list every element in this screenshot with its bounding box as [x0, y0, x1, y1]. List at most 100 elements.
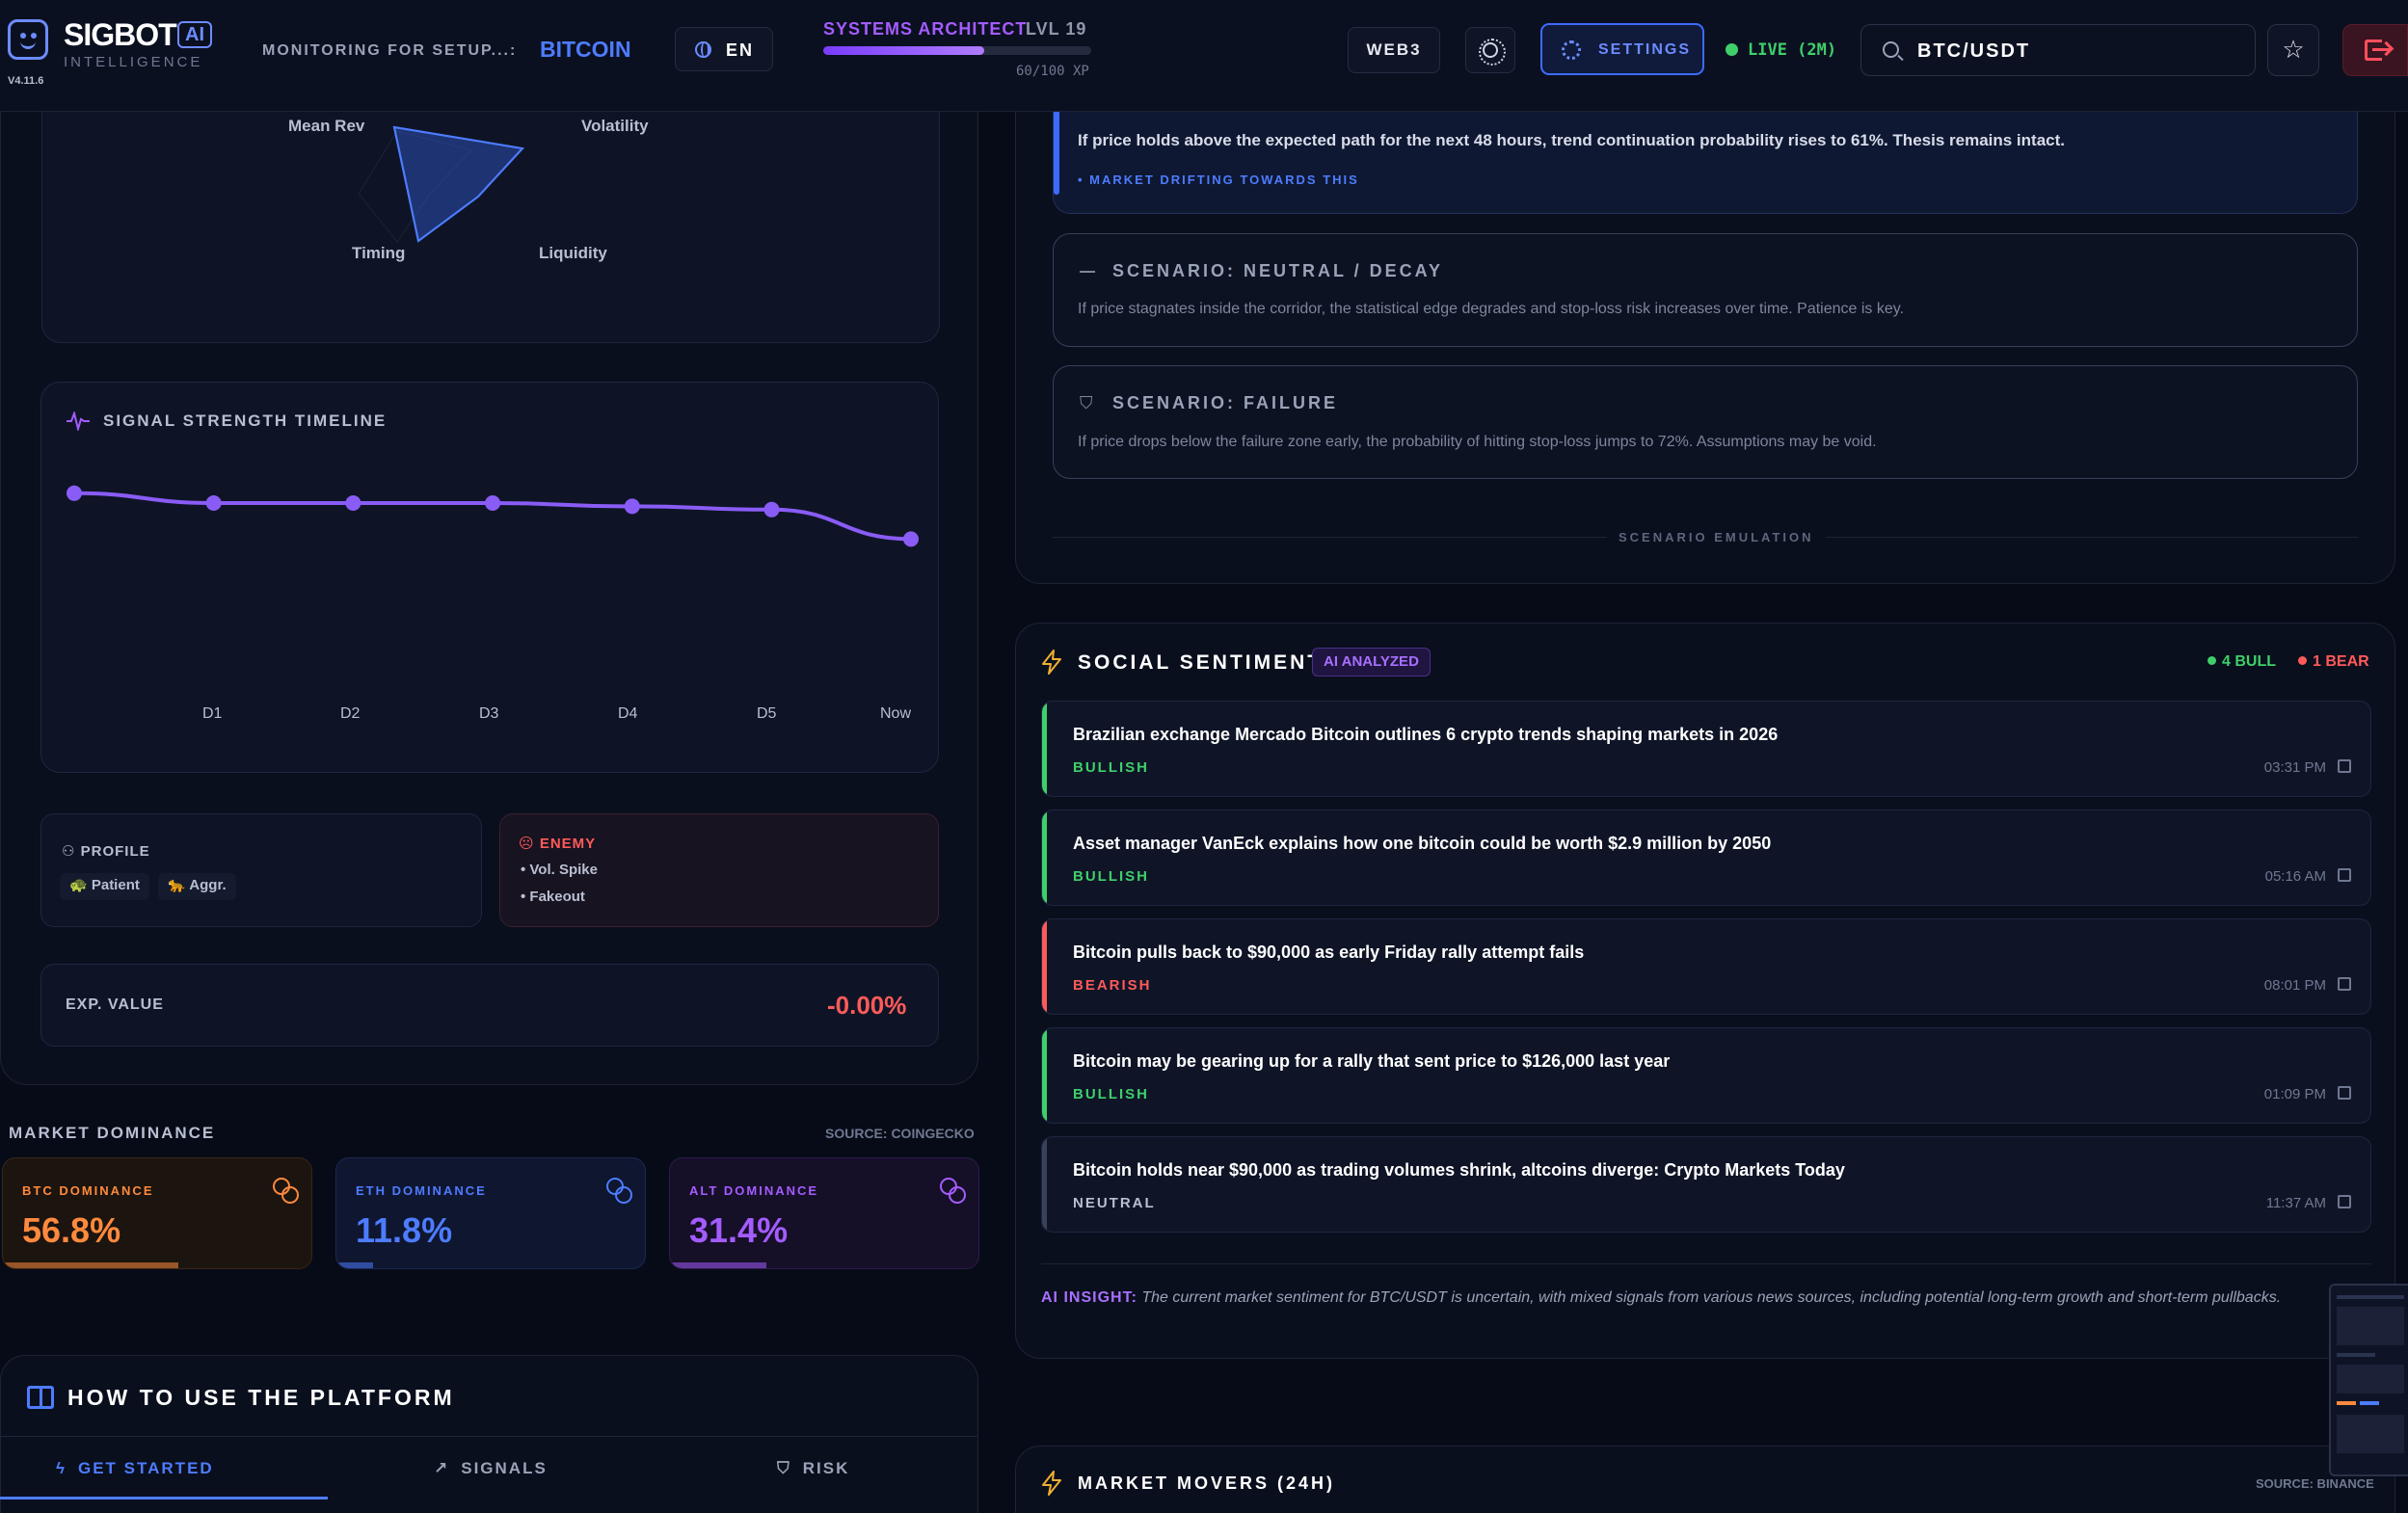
news-title: Brazilian exchange Mercado Bitcoin outli… — [1073, 725, 1779, 744]
profile-tag-aggressive: 🐆 Aggr. — [158, 873, 236, 900]
scenario-success-text: If price holds above the expected path f… — [1078, 131, 2065, 149]
symbol-search[interactable] — [1860, 24, 2256, 76]
logout-button[interactable] — [2342, 24, 2408, 76]
market-movers-card — [1015, 1446, 2395, 1513]
signal-point[interactable] — [903, 531, 919, 547]
theme-toggle-button[interactable] — [1465, 27, 1515, 73]
tab-get-started[interactable]: ϟ GET STARTED — [56, 1459, 214, 1477]
news-item[interactable]: Asset manager VanEck explains how one bi… — [1041, 810, 2371, 906]
xp-text: 60/100 XP — [1016, 64, 1089, 79]
signal-point[interactable] — [205, 495, 222, 511]
sun-icon — [1479, 39, 1506, 66]
scenario-success-card — [1053, 106, 2358, 214]
insight-divider — [1041, 1263, 2371, 1264]
social-sentiment-title: SOCIAL SENTIMENT — [1078, 651, 1324, 674]
gear-icon — [1562, 40, 1581, 60]
bear-count: 1 BEAR — [2298, 653, 2369, 671]
signal-point[interactable] — [485, 495, 501, 511]
signal-point[interactable] — [624, 498, 640, 515]
news-time: 03:31 PM — [2263, 759, 2326, 776]
tab-risk[interactable]: ⛉ RISK — [777, 1459, 850, 1477]
x-tick-d3: D3 — [479, 705, 499, 722]
signal-point[interactable] — [763, 501, 780, 518]
expected-value: -0.00% — [827, 991, 907, 1020]
signal-timeline-chart — [67, 485, 919, 547]
eth-dominance-label: ETH DOMINANCE — [356, 1183, 487, 1198]
settings-button[interactable]: SETTINGS — [1540, 23, 1704, 75]
live-status: LIVE (2M) — [1726, 40, 1836, 60]
news-item[interactable]: Bitcoin holds near $90,000 as trading vo… — [1041, 1136, 2371, 1233]
language-button[interactable]: EN — [675, 27, 773, 71]
bolt-icon — [1042, 650, 1061, 675]
tab-signals[interactable]: ↗ SIGNALS — [434, 1459, 548, 1477]
page-preview-thumbnail[interactable] — [2329, 1284, 2408, 1476]
brand-badge: AI — [177, 21, 212, 48]
news-time: 05:16 AM — [2264, 868, 2326, 885]
signal-point[interactable] — [67, 485, 82, 501]
web3-button[interactable]: WEB3 — [1348, 27, 1440, 73]
news-item[interactable]: Bitcoin pulls back to $90,000 as early F… — [1041, 918, 2371, 1015]
alt-dominance-bar — [670, 1262, 766, 1268]
favorite-button[interactable]: ☆ — [2267, 24, 2319, 76]
book-icon — [27, 1386, 54, 1409]
scenario-failure-card — [1053, 365, 2358, 479]
scenario-emulation-label: SCENARIO EMULATION — [1607, 530, 1826, 544]
radar-label-liquidity: Liquidity — [539, 244, 607, 262]
news-time: 11:37 AM — [2265, 1195, 2326, 1211]
x-tick-now: Now — [880, 705, 912, 722]
expected-value-card — [40, 964, 939, 1047]
btc-dominance-bar — [3, 1262, 178, 1268]
news-sentiment: BULLISH — [1073, 868, 1149, 885]
alt-dominance-label: ALT DOMINANCE — [689, 1183, 819, 1198]
coins-icon — [940, 1178, 966, 1204]
user-icon: ⚇ — [62, 843, 81, 860]
version-label: V4.11.6 — [8, 75, 44, 87]
xp-title: SYSTEMS ARCHITECT — [823, 19, 1028, 39]
shield-icon: ⛉ — [1080, 393, 1093, 412]
news-sentiment: BULLISH — [1073, 1086, 1149, 1102]
sentiment-bar — [1042, 919, 1047, 1014]
x-tick-d5: D5 — [757, 705, 777, 722]
coins-icon — [606, 1178, 632, 1204]
bolt-icon: ϟ — [56, 1459, 67, 1477]
language-label: EN — [726, 40, 755, 60]
xp-progress-fill — [823, 46, 984, 55]
radar-card — [41, 112, 940, 343]
btc-dominance-value: 56.8% — [22, 1210, 121, 1250]
active-tab-indicator — [0, 1497, 328, 1500]
ai-insight: AI INSIGHT: The current market sentiment… — [1041, 1286, 2354, 1311]
profile-card — [40, 813, 482, 927]
news-item[interactable]: Brazilian exchange Mercado Bitcoin outli… — [1041, 701, 2371, 797]
brand-subtitle: INTELLIGENCE — [64, 54, 203, 70]
sentiment-bar — [1042, 1028, 1047, 1123]
market-dominance-source: SOURCE: COINGECKO — [825, 1126, 975, 1141]
sentiment-bar — [1042, 702, 1047, 796]
signal-timeline-title: SIGNAL STRENGTH TIMELINE — [103, 411, 388, 430]
external-link-icon[interactable] — [2338, 759, 2351, 773]
external-link-icon[interactable] — [2338, 1086, 2351, 1100]
news-sentiment: NEUTRAL — [1073, 1195, 1156, 1211]
radar-label-mean-rev: Mean Rev — [288, 117, 365, 135]
alt-dominance-card: ALT DOMINANCE 31.4% — [669, 1157, 979, 1269]
news-time: 08:01 PM — [2263, 977, 2326, 994]
news-title: Bitcoin may be gearing up for a rally th… — [1073, 1051, 1671, 1071]
globe-icon — [695, 41, 711, 58]
scenario-drift-note: • MARKET DRIFTING TOWARDS THIS — [1078, 173, 1359, 187]
scenario-failure-text: If price drops below the failure zone ea… — [1078, 434, 1877, 450]
signal-point[interactable] — [345, 495, 361, 511]
how-to-use-card — [0, 1355, 978, 1513]
how-to-use-title: HOW TO USE THE PLATFORM — [67, 1385, 455, 1410]
scenario-neutral-title: SCENARIO: NEUTRAL / DECAY — [1112, 261, 1444, 280]
eth-dominance-bar — [336, 1262, 373, 1268]
news-item[interactable]: Bitcoin may be gearing up for a rally th… — [1041, 1027, 2371, 1124]
external-link-icon[interactable] — [2338, 868, 2351, 882]
xp-level: LVL 19 — [1026, 19, 1087, 39]
external-link-icon[interactable] — [2338, 1195, 2351, 1208]
shield-icon: ⛉ — [777, 1459, 791, 1477]
market-dominance-title: MARKET DOMINANCE — [9, 1124, 216, 1142]
scenario-failure-title: SCENARIO: FAILURE — [1112, 393, 1339, 412]
search-input[interactable] — [1917, 37, 2235, 66]
news-title: Bitcoin pulls back to $90,000 as early F… — [1073, 942, 1585, 962]
scenario-neutral-card — [1053, 233, 2358, 347]
external-link-icon[interactable] — [2338, 977, 2351, 991]
